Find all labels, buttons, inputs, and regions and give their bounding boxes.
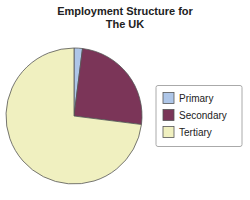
legend-box <box>156 86 242 147</box>
legend-swatch <box>163 127 174 138</box>
title-line: Employment Structure for <box>57 5 193 17</box>
legend-swatch <box>163 110 174 121</box>
legend-swatch <box>163 93 174 104</box>
legend: Primary Secondary Tertiary <box>156 86 242 147</box>
title: Employment Structure forThe UK <box>57 5 193 30</box>
title-line: The UK <box>106 18 145 30</box>
chart: Employment Structure forThe UK Primary Sec… <box>0 0 250 200</box>
legend-label: Primary <box>179 93 213 104</box>
pie-slice <box>6 48 141 184</box>
legend-label: Tertiary <box>179 127 212 138</box>
legend-label: Secondary <box>179 110 227 121</box>
pie-slice <box>74 49 142 125</box>
pie <box>6 48 142 184</box>
